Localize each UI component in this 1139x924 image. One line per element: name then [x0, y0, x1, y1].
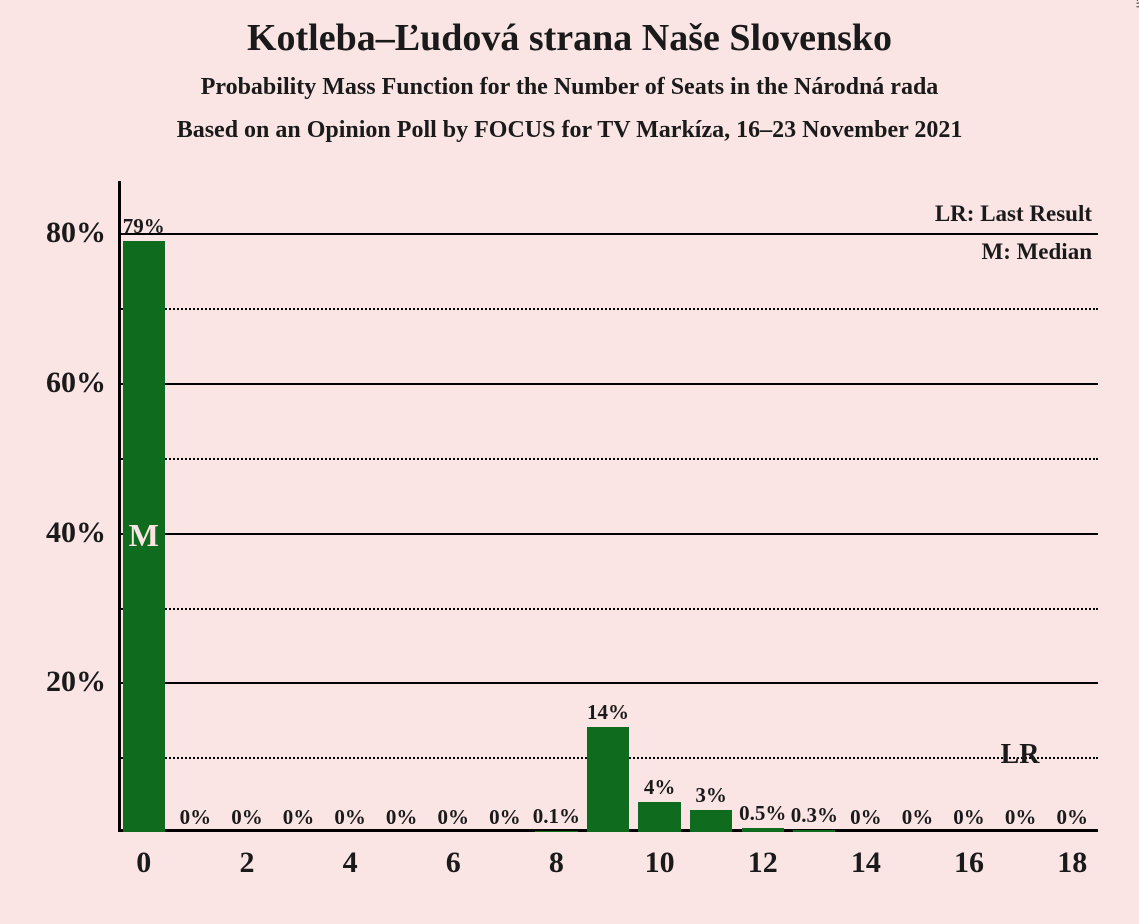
bar-value-label: 0%	[1005, 805, 1037, 830]
bar-value-label: 14%	[587, 700, 629, 725]
x-tick-label: 0	[136, 846, 151, 880]
bar-value-label: 0%	[489, 805, 521, 830]
grid-minor	[118, 308, 1098, 310]
bar-value-label: 0.5%	[739, 801, 786, 826]
chart-container: © 2021 Filip van Laenen Kotleba–Ľudová s…	[0, 0, 1139, 924]
bar	[638, 802, 680, 832]
bar	[587, 727, 629, 832]
chart-subtitle-1: Probability Mass Function for the Number…	[0, 74, 1139, 101]
x-tick-label: 16	[954, 846, 984, 880]
bar-value-label: 3%	[695, 783, 727, 808]
bar-value-label: 0%	[953, 805, 985, 830]
bar-value-label: 0.3%	[791, 803, 838, 828]
bar-value-label: 0%	[231, 805, 263, 830]
y-tick-label: 80%	[46, 216, 106, 250]
x-tick-label: 14	[851, 846, 881, 880]
bar-value-label: 4%	[644, 775, 676, 800]
legend-m: M: Median	[981, 239, 1092, 265]
grid-major	[118, 682, 1098, 684]
bar-value-label: 0%	[850, 805, 882, 830]
x-tick-label: 18	[1057, 846, 1087, 880]
y-axis	[118, 181, 121, 832]
grid-minor	[118, 458, 1098, 460]
x-tick-label: 4	[343, 846, 358, 880]
chart-title: Kotleba–Ľudová strana Naše Slovensko	[0, 16, 1139, 60]
bar	[742, 828, 784, 832]
grid-minor	[118, 608, 1098, 610]
bar-value-label: 0%	[902, 805, 934, 830]
bar-value-label: 0.1%	[533, 804, 580, 829]
bar-value-label: 0%	[1056, 805, 1088, 830]
x-tick-label: 8	[549, 846, 564, 880]
x-tick-label: 2	[239, 846, 254, 880]
plot-area: 20%40%60%80%LR: Last ResultM: Median79%0…	[118, 196, 1098, 832]
bar-value-label: 0%	[334, 805, 366, 830]
bar-value-label: 0%	[180, 805, 212, 830]
y-tick-label: 60%	[46, 366, 106, 400]
bar	[535, 831, 577, 832]
bar	[690, 810, 732, 832]
grid-major	[118, 383, 1098, 385]
grid-major	[118, 233, 1098, 235]
y-tick-label: 40%	[46, 516, 106, 550]
chart-subtitle-2: Based on an Opinion Poll by FOCUS for TV…	[0, 117, 1139, 144]
legend-lr: LR: Last Result	[935, 201, 1092, 227]
x-tick-label: 12	[748, 846, 778, 880]
copyright-text: © 2021 Filip van Laenen	[1133, 0, 1139, 8]
bar-value-label: 79%	[123, 214, 165, 239]
bar	[793, 830, 835, 832]
last-result-marker: LR	[1001, 739, 1040, 771]
bar-value-label: 0%	[386, 805, 418, 830]
y-tick-label: 20%	[46, 665, 106, 699]
x-tick-label: 10	[645, 846, 675, 880]
median-marker: M	[129, 517, 159, 554]
x-tick-label: 6	[446, 846, 461, 880]
bar-value-label: 0%	[283, 805, 315, 830]
bar-value-label: 0%	[438, 805, 470, 830]
grid-major	[118, 533, 1098, 535]
